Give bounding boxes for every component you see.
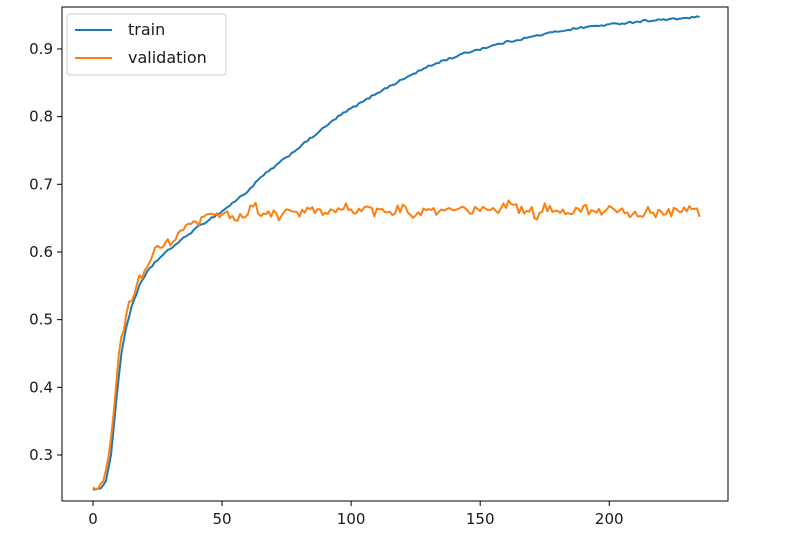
series-line-validation [92,199,701,491]
y-tick-label: 0.5 [29,311,53,329]
y-tick-label: 0.8 [29,108,53,126]
x-axis: 0 50 100 150 200 [88,501,624,528]
legend-label-validation: validation [128,48,207,67]
plot-frame [61,6,729,502]
legend: train validation [66,13,227,76]
x-tick-label: 200 [595,510,624,528]
plot-area [62,7,728,501]
y-axis: 0.3 0.4 0.5 0.6 0.7 0.8 0.9 [29,40,62,464]
x-tick-label: 100 [337,510,366,528]
y-tick-label: 0.4 [29,378,53,396]
y-tick-label: 0.9 [29,40,53,58]
y-tick-label: 0.6 [29,243,53,261]
series-layer [92,15,701,491]
legend-label-train: train [128,20,165,39]
y-tick-label: 0.3 [29,446,53,464]
series-line-train [92,15,700,491]
x-tick-label: 50 [212,510,231,528]
y-tick-label: 0.7 [29,175,53,193]
x-tick-label: 0 [88,510,98,528]
x-tick-label: 150 [466,510,495,528]
